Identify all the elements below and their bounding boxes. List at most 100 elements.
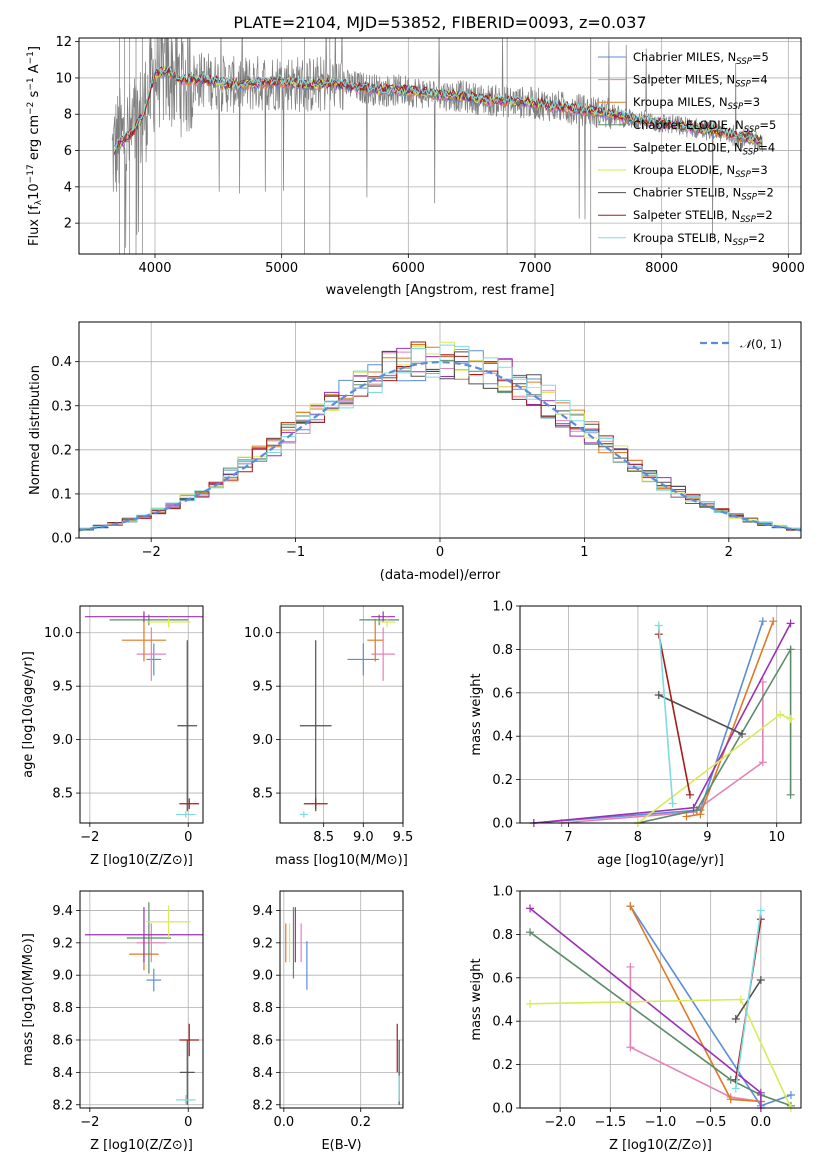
marker-darkgray: [756, 975, 765, 984]
legend-entry: Chabrier ELODIE, NSSP=5: [633, 118, 776, 135]
x-axis-label: Z [log10(Z/Z⊙)]: [90, 853, 193, 868]
age-vs-mass-panel: 8.5 9.0 9.5 8.5 9.0 9.5 10.0 mass [log10(M/M⊙)]: [244, 605, 414, 868]
marker-cyan: [654, 621, 663, 630]
x-tick-label: 4000: [138, 261, 171, 276]
x-tick-label: 0: [184, 1115, 192, 1130]
y-tick-label: 8.8: [252, 1001, 273, 1016]
legend-entry: Chabrier MILES, NSSP=5: [633, 50, 769, 67]
x-tick-label: 10: [768, 830, 785, 845]
marker-orange: [726, 1095, 735, 1104]
marker-cyan: [756, 906, 765, 915]
y-tick-label: 9.0: [52, 733, 73, 748]
marker-pink: [626, 1043, 635, 1052]
marker-darkgray: [654, 690, 663, 699]
mass-weight-vs-metallicity-panel: −2.0 −1.5 −1.0 −0.5 0.0 0.0 0.2 0.4 0.6 0.8 1.0 Z […: [469, 885, 802, 1153]
y-tick-label: 0.8: [492, 643, 513, 658]
x-tick-label: 0.0: [751, 1115, 772, 1130]
marker-purple: [689, 803, 698, 812]
y-tick-label: 8.4: [252, 1066, 273, 1081]
series-line-purple: [529, 907, 762, 1108]
x-axis-label: E(B-V): [321, 1138, 361, 1153]
marker-orange: [696, 810, 705, 819]
x-tick-label: −2.0: [544, 1115, 576, 1130]
marker-pink: [758, 758, 767, 767]
x-axis-label: Z [log10(Z/Z⊙)]: [90, 1138, 193, 1153]
y-tick-label: 0.3: [51, 399, 72, 414]
x-axis-label: (data-model)/error: [380, 568, 501, 583]
y-tick-label: 8.4: [52, 1066, 73, 1081]
y-tick-label: 8.5: [52, 787, 73, 802]
y-tick-label: 9.0: [252, 733, 273, 748]
x-tick-label: 9.0: [353, 830, 374, 845]
legend-entry: 𝒩(0, 1): [740, 337, 782, 351]
x-tick-label: 7: [564, 830, 572, 845]
x-axis-label: Z [log10(Z/Z⊙)]: [609, 1138, 712, 1153]
x-tick-label: 9.5: [393, 830, 414, 845]
x-tick-label: −1.5: [595, 1115, 627, 1130]
plot-area: [79, 341, 801, 533]
x-tick-label: −1: [286, 545, 305, 560]
legend-entry: Salpeter MILES, NSSP=4: [633, 73, 768, 90]
axes-frame: [279, 890, 404, 1109]
age-vs-metallicity-panel: −2 0 8.5 9.0 9.5 10.0 Z [log10(Z/Z⊙)] age [log1…: [21, 605, 204, 868]
x-tick-label: 0.0: [274, 1115, 295, 1130]
x-tick-label: 0.2: [350, 1115, 371, 1130]
y-tick-label: 8.6: [252, 1033, 273, 1048]
x-tick-label: −1.0: [645, 1115, 677, 1130]
x-axis-label: wavelength [Angstrom, rest frame]: [326, 283, 555, 298]
model-spectrum-cyan: [114, 65, 763, 151]
marker-blue: [786, 1090, 795, 1099]
x-axis-label: age [log10(age/yr)]: [597, 853, 724, 868]
x-tick-label: 8.5: [313, 830, 334, 845]
y-tick-label: 8.5: [252, 787, 273, 802]
marker-darkred: [756, 915, 765, 924]
mass-vs-extinction-panel: 0.0 0.2 8.2 8.4 8.6 8.8 9.0 9.2 9.4 E(B-V): [252, 890, 404, 1153]
x-tick-label: 2: [725, 545, 733, 560]
y-axis-label: mass weight: [469, 958, 484, 1040]
y-tick-label: 0.8: [492, 928, 513, 943]
axes-frame: [78, 321, 802, 539]
normal-curve: [79, 360, 801, 532]
x-tick-label: 7000: [518, 261, 551, 276]
x-tick-label: 6000: [392, 261, 425, 276]
x-tick-label: 0: [184, 830, 192, 845]
y-tick-label: 0.0: [51, 532, 72, 547]
y-tick-label: 8.8: [52, 1001, 73, 1016]
marker-yellow: [526, 999, 535, 1008]
y-tick-label: 12: [55, 35, 72, 50]
y-axis-label: Normed distribution: [28, 365, 43, 495]
residuals-panel: −2 −1 0 1 2 0.0 0.1 0.2 0.3 0.4 (data-model)/error…: [28, 321, 802, 583]
x-tick-label: −2: [142, 545, 161, 560]
y-tick-label: 9.4: [252, 904, 273, 919]
y-tick-label: 9.5: [252, 680, 273, 695]
marker-yellow: [776, 710, 785, 719]
y-tick-label: 0.6: [492, 971, 513, 986]
y-tick-label: 9.2: [52, 936, 73, 951]
marker-green: [786, 645, 795, 654]
mass-weight-vs-age-panel: 7 8 9 10 0.0 0.2 0.4 0.6 0.8 1.0 age [log10(age/yr…: [469, 600, 802, 868]
y-axis-label: age [log10(age/yr)]: [21, 651, 36, 778]
marker-yellow: [786, 714, 795, 723]
marker-darkred: [685, 790, 694, 799]
y-tick-label: 0.0: [492, 817, 513, 832]
x-tick-label: −2: [80, 830, 99, 845]
legend-entry: Chabrier STELIB, NSSP=2: [633, 186, 774, 203]
y-tick-label: 1.0: [492, 600, 513, 615]
spectrum-panel: 4000 5000 6000 7000 8000 9000 2 4 6 8 10 12 PLATE=21…: [26, 13, 805, 298]
x-tick-label: 9: [703, 830, 711, 845]
series-line-green: [529, 931, 792, 1107]
y-tick-label: 9.4: [52, 904, 73, 919]
marker-darkgray: [731, 1015, 740, 1024]
y-tick-label: 0.0: [492, 1102, 513, 1117]
marker-green: [526, 928, 535, 937]
x-tick-label: 8000: [645, 261, 678, 276]
marker-cyan: [731, 1084, 740, 1093]
y-tick-label: 8.2: [252, 1098, 273, 1113]
axes-frame: [79, 890, 204, 1109]
marker-cyan: [668, 799, 677, 808]
chart-title: PLATE=2104, MJD=53852, FIBERID=0093, z=0…: [233, 13, 646, 32]
y-axis-label: mass weight: [469, 673, 484, 755]
marker-blue: [758, 617, 767, 626]
marker-yellow: [736, 995, 745, 1004]
